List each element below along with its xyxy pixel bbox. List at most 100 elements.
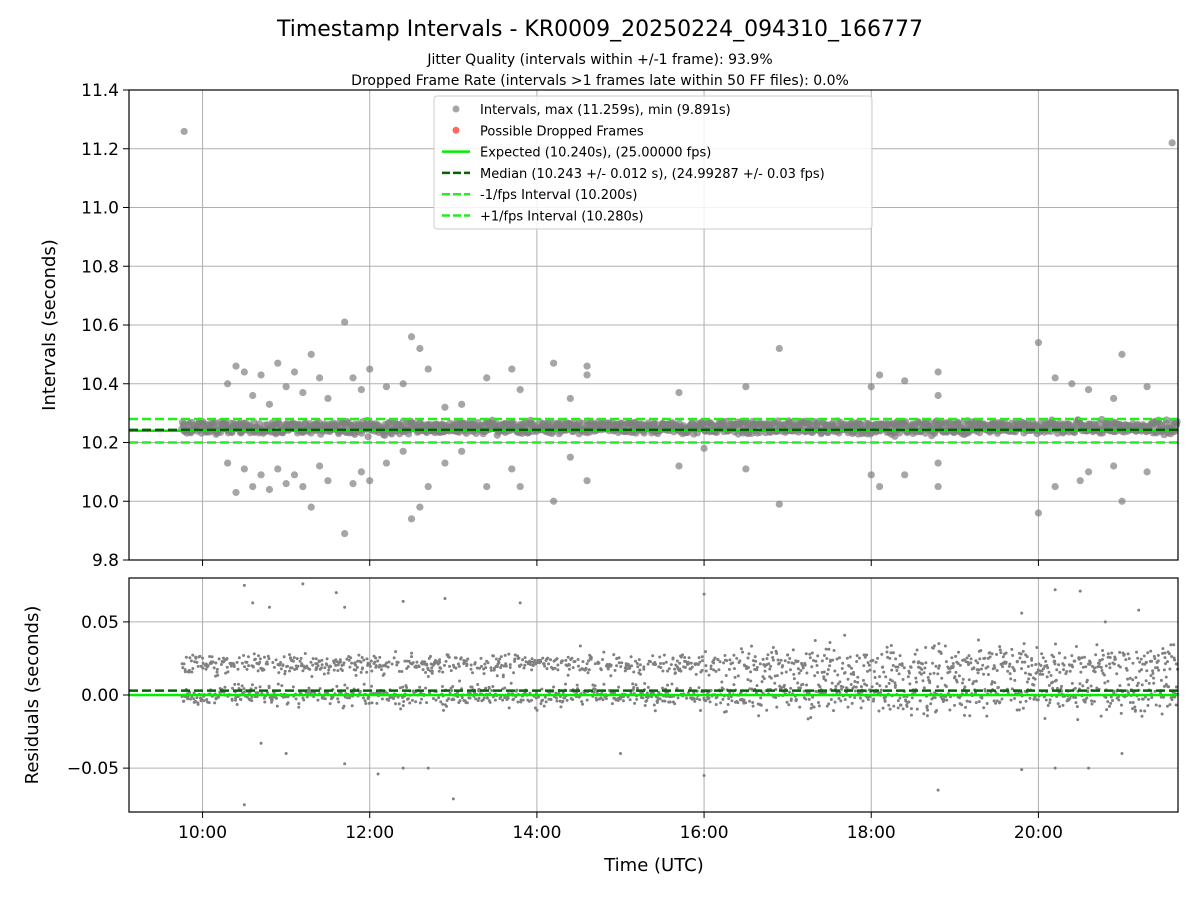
residual-point	[1020, 660, 1024, 664]
residual-point	[1106, 700, 1110, 704]
residual-point	[832, 709, 836, 713]
residual-point	[484, 686, 488, 690]
residual-point	[801, 682, 805, 686]
residual-point	[717, 668, 721, 672]
residual-point	[1047, 670, 1051, 674]
residual-point	[498, 657, 502, 661]
residual-point	[752, 663, 756, 667]
residual-point	[806, 717, 810, 721]
residual-point	[818, 685, 822, 689]
residual-point	[1103, 681, 1107, 685]
residual-point	[807, 691, 811, 695]
residual-point	[636, 665, 640, 669]
residual-point	[658, 655, 662, 659]
residual-point	[1038, 672, 1042, 676]
residual-point	[921, 662, 925, 666]
residual-point	[966, 660, 970, 664]
residual-point	[719, 701, 723, 705]
residual-point	[400, 670, 404, 674]
residual-point	[1131, 661, 1135, 665]
residual-point	[791, 648, 795, 652]
residual-point	[933, 691, 937, 695]
residual-point	[792, 672, 796, 676]
interval-outlier	[583, 477, 591, 485]
residual-point	[972, 680, 976, 684]
residual-point	[922, 712, 926, 716]
residual-point	[656, 696, 660, 700]
residual-point	[507, 706, 511, 710]
residual-point	[565, 698, 569, 702]
residual-point	[397, 702, 401, 706]
residual-point	[1090, 699, 1094, 703]
residual-point	[374, 656, 378, 660]
residual-point	[993, 666, 997, 670]
residual-point	[283, 672, 287, 676]
residual-point	[267, 657, 271, 661]
residual-point	[533, 706, 537, 710]
residual-point	[1063, 656, 1067, 660]
residual-point	[894, 657, 898, 661]
residual-point	[747, 652, 751, 656]
residual-point	[643, 682, 647, 686]
residual-point	[396, 660, 400, 664]
residual-point	[1004, 660, 1008, 664]
residual-point	[1155, 666, 1159, 670]
residual-point	[840, 667, 844, 671]
residual-point	[629, 691, 633, 695]
residual-outlier	[451, 797, 455, 801]
residual-point	[907, 700, 911, 704]
residual-point	[828, 659, 832, 663]
residual-point	[1125, 668, 1129, 672]
residual-point	[430, 666, 434, 670]
interval-outlier	[232, 362, 240, 370]
residual-point	[872, 669, 876, 673]
residual-point	[441, 702, 445, 706]
residual-point	[751, 704, 755, 708]
interval-outlier	[1118, 497, 1126, 505]
residual-point	[998, 645, 1002, 649]
residual-point	[957, 650, 961, 654]
residual-point	[759, 703, 763, 707]
residual-point	[641, 696, 645, 700]
interval-outlier	[416, 503, 424, 511]
residual-point	[757, 714, 761, 718]
residual-point	[832, 649, 836, 653]
residual-point	[789, 697, 793, 701]
residual-point	[421, 668, 425, 672]
residual-point	[1071, 665, 1075, 669]
residual-outlier	[1078, 589, 1082, 593]
residual-point	[320, 663, 324, 667]
residual-point	[610, 702, 614, 706]
residual-point	[354, 668, 358, 672]
residual-point	[632, 670, 636, 674]
residual-point	[762, 677, 766, 681]
legend-key-intervals	[452, 105, 460, 113]
residual-point	[976, 671, 980, 675]
residual-point	[447, 655, 451, 659]
residual-point	[325, 663, 329, 667]
residual-point	[1134, 676, 1138, 680]
residual-point	[535, 708, 539, 712]
interval-outlier	[775, 344, 783, 353]
residual-point	[1015, 659, 1019, 663]
residual-point	[303, 651, 307, 655]
residual-point	[732, 667, 736, 671]
residual-point	[816, 654, 820, 658]
residual-point	[943, 644, 947, 648]
residual-point	[235, 702, 239, 706]
residual-point	[845, 656, 849, 660]
residual-point	[315, 667, 319, 671]
residual-point	[556, 668, 560, 672]
residual-point	[334, 658, 338, 662]
interval-outlier	[742, 383, 750, 391]
residual-point	[320, 658, 324, 662]
residual-point	[798, 705, 802, 709]
residual-point	[661, 669, 665, 673]
residual-point	[865, 669, 869, 673]
residual-point	[849, 683, 853, 687]
residual-point	[929, 702, 933, 706]
x-tick-label: 18:00	[847, 823, 896, 843]
residual-point	[853, 696, 857, 700]
residual-point	[825, 704, 829, 708]
interval-outlier	[366, 365, 374, 373]
